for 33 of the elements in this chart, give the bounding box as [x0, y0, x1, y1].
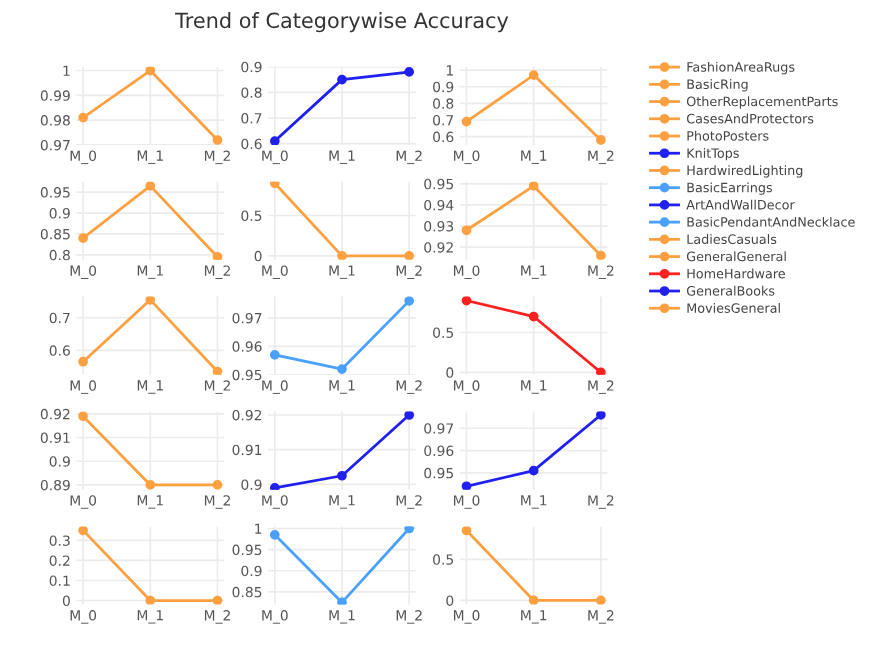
point [404, 411, 415, 420]
point [461, 296, 472, 306]
point [212, 135, 223, 145]
point [337, 74, 347, 85]
point [269, 349, 280, 360]
point [596, 250, 606, 260]
point [596, 135, 606, 145]
point [145, 181, 156, 191]
point [404, 67, 415, 77]
point [337, 470, 347, 481]
point [269, 136, 280, 145]
point [404, 296, 415, 306]
point [212, 366, 223, 375]
point [528, 70, 539, 80]
point [596, 367, 606, 375]
point [596, 411, 606, 420]
point [528, 311, 539, 322]
point [145, 66, 156, 76]
point [337, 364, 347, 374]
point [461, 225, 472, 236]
point [461, 116, 472, 127]
point [78, 112, 88, 123]
chart-title: Trend of Categorywise Accuracy [175, 12, 509, 33]
point [404, 526, 415, 534]
point [337, 597, 347, 605]
point [528, 181, 539, 191]
point [528, 465, 539, 476]
point [269, 529, 280, 540]
point [78, 233, 88, 243]
point [212, 252, 223, 260]
point [461, 481, 472, 490]
point [145, 296, 156, 305]
point [78, 356, 88, 367]
